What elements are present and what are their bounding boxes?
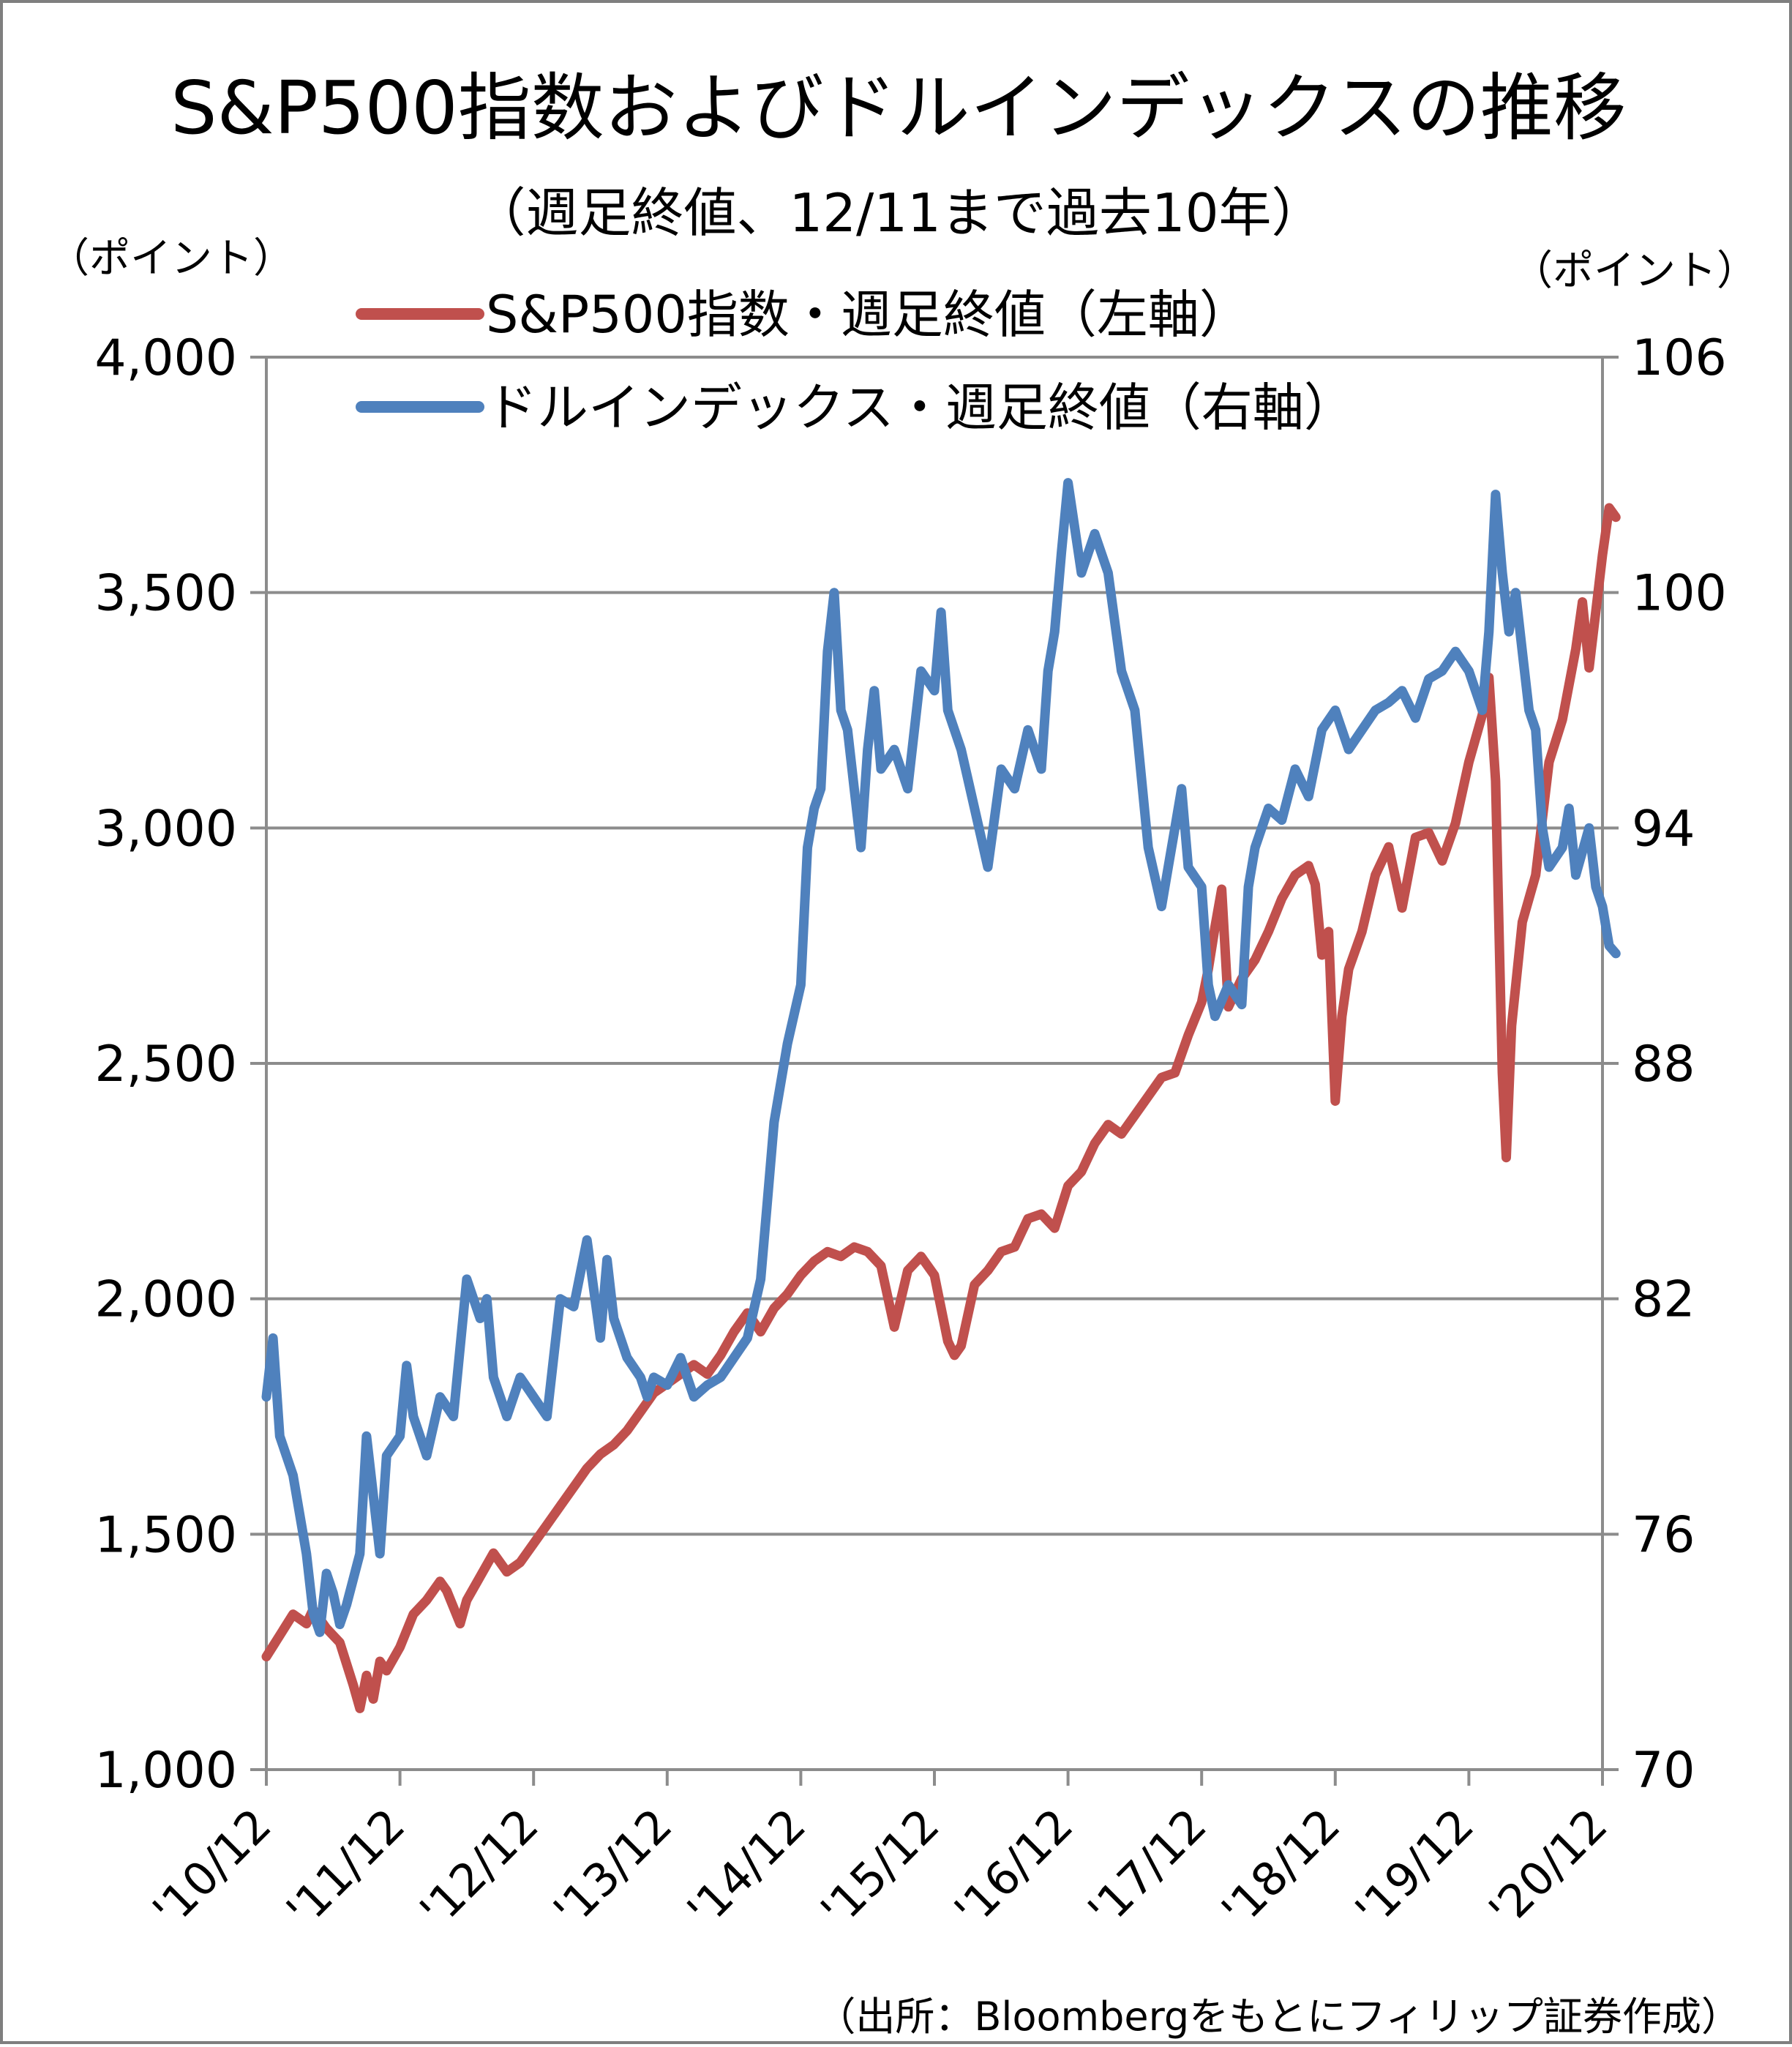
left-tick-label: 3,500 [94,565,237,623]
x-tick-label: '16/12 [944,1798,1083,1937]
right-tick-label: 88 [1632,1036,1695,1093]
legend: S&P500指数・週足終値（左軸） ドルインデックス・週足終値（右軸） [356,285,1355,438]
legend-label-dollar-index: ドルインデックス・週足終値（右軸） [486,378,1355,438]
left-axis-unit: （ポイント） [48,235,294,282]
sp500-series-line [261,503,1621,1713]
right-tick-label: 76 [1632,1506,1695,1564]
right-tick-label: 82 [1632,1271,1695,1329]
left-tick-label: 4,000 [94,329,237,387]
left-tick-label: 2,000 [94,1271,237,1329]
x-tick-label: '13/12 [543,1798,682,1937]
x-tick-label: '20/12 [1479,1798,1618,1937]
x-tick-label: '14/12 [677,1798,816,1937]
right-tick-label: 94 [1632,800,1695,858]
grid-lines [266,356,1602,1771]
left-tick-label: 2,500 [94,1036,237,1093]
chart-title: S&P500指数およびドルインデックスの推移 [170,65,1627,151]
x-tick-label: '12/12 [410,1798,549,1937]
x-tick-label: '10/12 [143,1798,282,1937]
x-tick-label: '17/12 [1078,1798,1217,1937]
left-tick-label: 1,000 [94,1742,237,1800]
right-tick-label: 70 [1632,1742,1695,1800]
legend-label-sp500: S&P500指数・週足終値（左軸） [486,285,1251,345]
chart-svg: S&P500指数およびドルインデックスの推移 （週足終値、12/11まで過去10… [48,65,1758,2040]
x-tick-label: '11/12 [276,1798,415,1937]
right-axis-unit: （ポイント） [1512,247,1758,295]
right-tick-label: 100 [1632,565,1727,623]
dollar-index-series-line [261,478,1621,1637]
right-tick-label: 106 [1632,329,1727,387]
x-tick-label: '18/12 [1211,1798,1350,1937]
x-tick-label: '15/12 [811,1798,950,1937]
left-tick-label: 3,000 [94,800,237,858]
source-note: （出所：Bloombergをもとにフィリップ証券作成） [816,1994,1741,2040]
x-tick-label: '19/12 [1345,1798,1484,1937]
chart-subtitle: （週足終値、12/11まで過去10年） [473,182,1324,244]
axes: 1,000 70 1,500 76 2,000 82 2,500 88 3,000 94 3,500… [94,329,1726,1937]
series-lines [261,478,1621,1713]
left-tick-label: 1,500 [94,1506,237,1564]
